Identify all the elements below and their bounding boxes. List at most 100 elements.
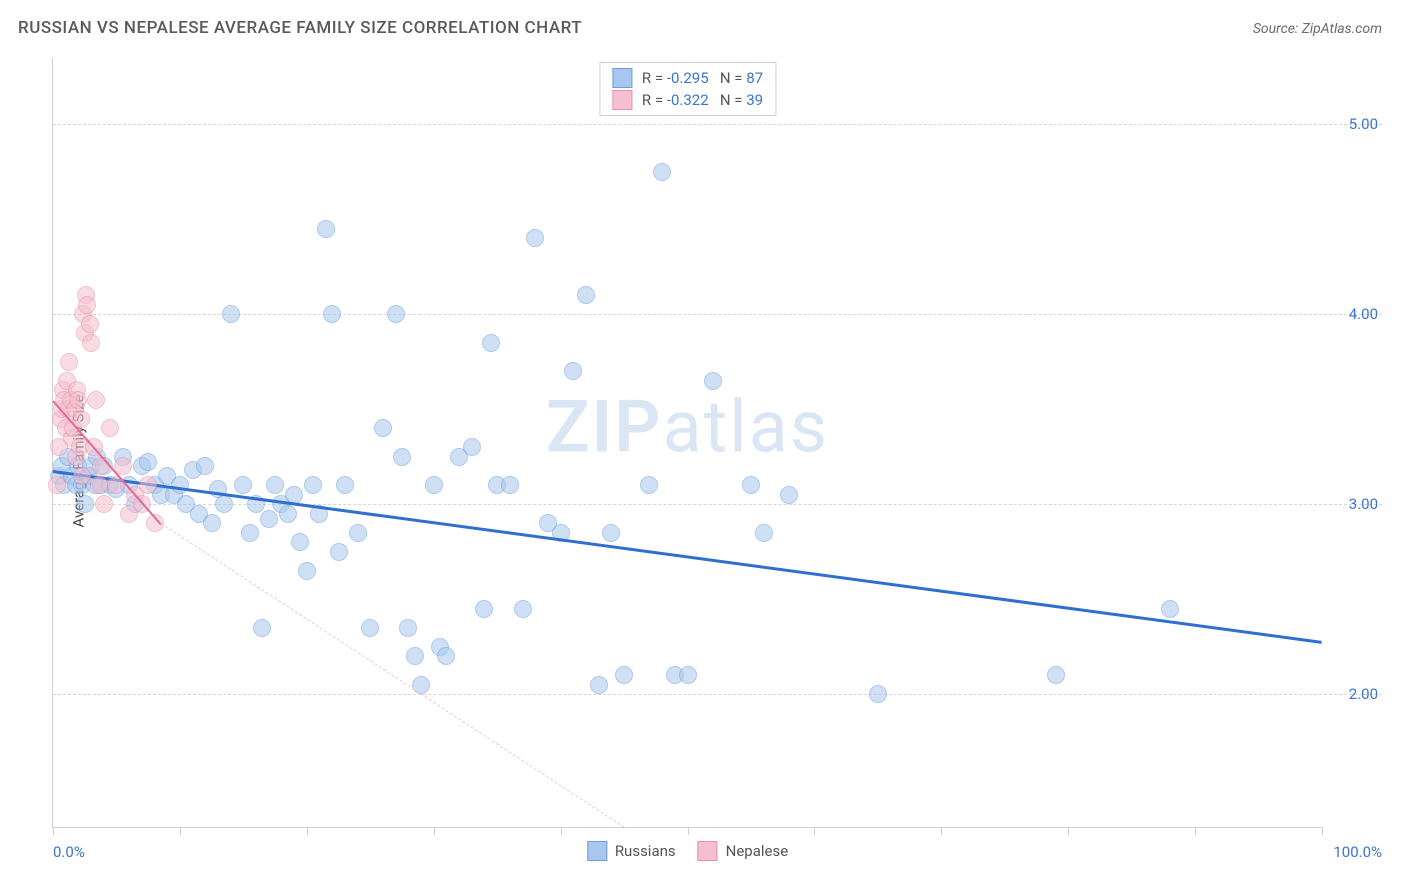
x-tick [1195,827,1196,835]
data-point [304,476,322,494]
watermark-rest: atlas [662,385,829,470]
data-point [330,543,348,561]
x-tick [307,827,308,835]
y-tick-label: 2.00 [1349,685,1378,703]
data-point [349,524,367,542]
legend-stat-row: R = -0.322 N = 39 [612,89,763,111]
data-point [501,476,519,494]
x-tick [53,827,54,835]
gridline [53,124,1382,125]
data-point [82,334,100,352]
data-point [73,467,91,485]
data-point [387,305,405,323]
x-tick [1322,827,1323,835]
data-point [514,600,532,618]
data-point [564,362,582,380]
data-point [253,619,271,637]
legend-item: Nepalese [698,841,789,861]
legend-swatch [698,841,718,861]
x-tick [561,827,562,835]
x-tick [1068,827,1069,835]
data-point [679,666,697,684]
watermark: ZIPatlas [546,385,829,470]
data-point [425,476,443,494]
correlation-legend: R = -0.295 N = 87 R = -0.322 N = 39 [599,62,776,116]
chart-title: RUSSIAN VS NEPALESE AVERAGE FAMILY SIZE … [18,18,582,38]
data-point [653,163,671,181]
data-point [1161,600,1179,618]
series-legend: Russians Nepalese [587,841,788,861]
data-point [222,305,240,323]
legend-label: Russians [615,842,676,860]
data-point [463,438,481,456]
gridline [53,314,1382,315]
legend-swatch [612,90,632,110]
data-point [298,562,316,580]
source-attribution: Source: ZipAtlas.com [1253,21,1382,37]
data-point [234,476,252,494]
data-point [704,372,722,390]
data-point [317,220,335,238]
data-point [577,286,595,304]
x-tick [688,827,689,835]
data-point [780,486,798,504]
data-point [526,229,544,247]
data-point [323,305,341,323]
data-point [203,514,221,532]
data-point [90,476,108,494]
data-point [95,495,113,513]
data-point [361,619,379,637]
data-point [78,296,96,314]
chart-container: Average Family Size ZIPatlas R = -0.295 … [18,50,1382,872]
data-point [69,391,87,409]
watermark-bold: ZIP [546,385,662,470]
plot-area: ZIPatlas R = -0.295 N = 87 R = -0.322 N =… [52,58,1322,828]
data-point [742,476,760,494]
data-point [406,647,424,665]
data-point [92,457,110,475]
data-point [291,533,309,551]
data-point [48,476,66,494]
x-tick [941,827,942,835]
y-tick-label: 5.00 [1349,115,1378,133]
data-point [260,510,278,528]
legend-stat-text: R = -0.322 N = 39 [642,91,763,109]
data-point [869,685,887,703]
x-tick [180,827,181,835]
legend-swatch [587,841,607,861]
data-point [393,448,411,466]
data-point [1047,666,1065,684]
data-point [482,334,500,352]
data-point [590,676,608,694]
data-point [139,453,157,471]
x-tick [434,827,435,835]
data-point [215,495,233,513]
data-point [615,666,633,684]
data-point [602,524,620,542]
legend-label: Nepalese [726,842,789,860]
y-tick-label: 3.00 [1349,495,1378,513]
trend-line [53,470,1322,644]
data-point [81,315,99,333]
legend-item: Russians [587,841,676,861]
data-point [475,600,493,618]
x-tick [814,827,815,835]
data-point [755,524,773,542]
data-point [139,476,157,494]
x-axis-min-label: 0.0% [53,843,85,861]
x-axis-max-label: 100.0% [1333,843,1382,861]
data-point [399,619,417,637]
legend-swatch [612,68,632,88]
gridline [53,694,1382,695]
data-point [171,476,189,494]
data-point [101,419,119,437]
data-point [437,647,455,665]
data-point [279,505,297,523]
data-point [374,419,392,437]
data-point [87,391,105,409]
data-point [640,476,658,494]
legend-stat-text: R = -0.295 N = 87 [642,69,763,87]
data-point [266,476,284,494]
y-tick-label: 4.00 [1349,305,1378,323]
data-point [196,457,214,475]
